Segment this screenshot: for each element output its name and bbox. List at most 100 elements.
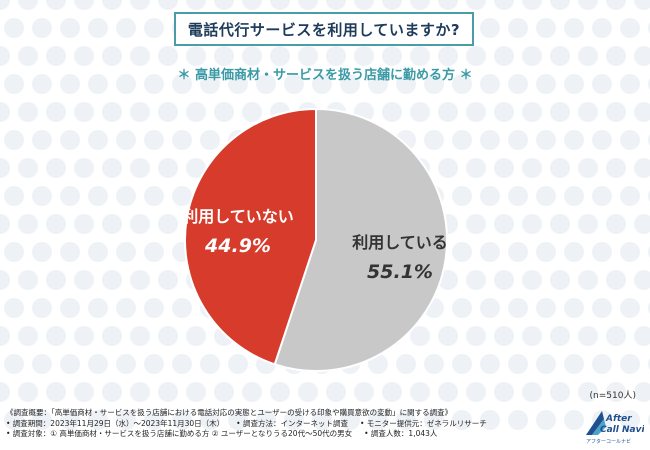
background-dot [550,102,570,122]
background-dot [74,214,94,234]
background-dot [592,186,612,206]
background-dot [4,18,24,38]
background-dot [508,242,528,262]
background-dot [466,270,486,290]
background-dot [564,130,584,150]
background-dot [116,74,136,94]
background-dot [508,298,528,318]
background-dot [452,130,472,150]
background-dot [102,326,122,346]
background-dot [466,102,486,122]
background-dot [592,242,612,262]
background-dot [60,410,80,430]
background-dot [46,46,66,66]
background-dot [116,298,136,318]
background-dot [0,102,10,122]
background-dot [144,242,164,262]
background-dot [620,186,640,206]
background-dot [494,214,514,234]
background-dot [480,130,500,150]
footer-target: • 調査対象：① 高単価商材・サービスを扱う店舗に勤める方 ② ユーザーとなりう… [6,429,353,438]
background-dot [60,74,80,94]
background-dot [88,298,108,318]
background-dot [172,186,192,206]
background-dot [466,158,486,178]
background-dot [298,46,318,66]
background-dot [592,298,612,318]
background-dot [200,410,220,430]
background-dot [382,382,402,402]
background-dot [0,214,10,234]
background-dot [354,46,374,66]
background-dot [480,18,500,38]
background-dot [410,326,430,346]
background-dot [4,410,24,430]
background-dot [508,410,528,430]
background-dot [270,46,290,66]
background-dot [102,46,122,66]
background-dot [620,354,640,374]
background-dot [74,158,94,178]
background-dot [480,298,500,318]
footer-line-1: 《調査概要：「高単価商材・サービスを扱う店舗における電話対応の実態とユーザーの受… [6,408,566,419]
background-dot [536,242,556,262]
logo-tagline: アフターコールナビ [586,438,631,445]
background-dot [4,130,24,150]
background-dot [242,46,262,66]
background-dot [522,270,542,290]
slice-category-label: 利用している [352,233,448,252]
background-dot [46,326,66,346]
background-dot [144,130,164,150]
background-dot [410,102,430,122]
background-dot [634,46,650,66]
background-dot [620,410,640,430]
background-dot [158,326,178,346]
background-dot [60,18,80,38]
background-dot [144,186,164,206]
background-dot [32,18,52,38]
background-dot [102,270,122,290]
background-dot [144,18,164,38]
background-dot [564,354,584,374]
background-dot [4,74,24,94]
background-dot [564,242,584,262]
chart-subtitle: ＊ 高単価商材・サービスを扱う店舗に勤める方 ＊ [177,68,473,83]
background-dot [18,270,38,290]
background-dot [326,46,346,66]
background-dot [578,326,598,346]
background-dot [200,74,220,94]
background-dot [438,326,458,346]
background-dot [550,326,570,346]
background-dot [508,18,528,38]
background-dot [508,186,528,206]
background-dot [200,354,220,374]
background-dot [102,382,122,402]
background-dot [480,186,500,206]
background-dot [578,158,598,178]
background-dot [452,186,472,206]
background-dot [620,18,640,38]
background-dot [424,130,444,150]
background-dot [186,382,206,402]
background-dot [88,242,108,262]
footer-count: • 調査人数：1,043人 [364,429,438,438]
background-dot [242,102,262,122]
background-dot [438,46,458,66]
background-dot [32,186,52,206]
background-dot [0,46,10,66]
background-dot [592,354,612,374]
background-dot [606,326,626,346]
background-dot [550,0,570,10]
background-dot [130,214,150,234]
background-dot [354,382,374,402]
background-dot [508,354,528,374]
background-dot [480,354,500,374]
background-dot [200,130,220,150]
background-dot [172,410,192,430]
background-dot [620,74,640,94]
background-dot [424,354,444,374]
background-dot [592,130,612,150]
background-dot [284,410,304,430]
chart-title: 電話代行サービスを利用していますか? [187,20,461,39]
logo-text-navi: Call Navi [600,425,644,435]
